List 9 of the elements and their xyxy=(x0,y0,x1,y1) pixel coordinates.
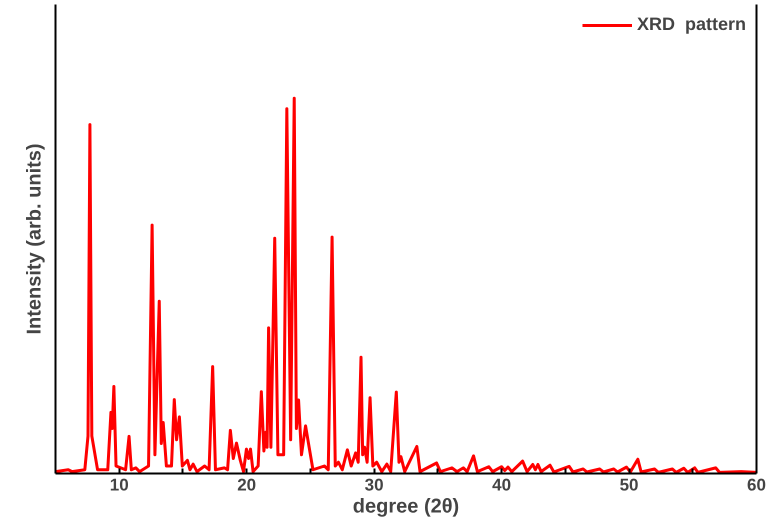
x-tick-label: 10 xyxy=(110,476,129,494)
x-axis-title: degree (2θ) xyxy=(352,496,460,518)
x-tick-label: 60 xyxy=(747,476,766,494)
x-tick-label: 50 xyxy=(620,476,639,494)
x-tick-label: 30 xyxy=(364,476,384,494)
y-axis-title: Intensity (arb. units) xyxy=(24,143,46,335)
x-tick-label: 40 xyxy=(492,476,512,494)
x-tick-label: 20 xyxy=(237,476,256,494)
legend-label: XRD pattern xyxy=(636,14,746,35)
